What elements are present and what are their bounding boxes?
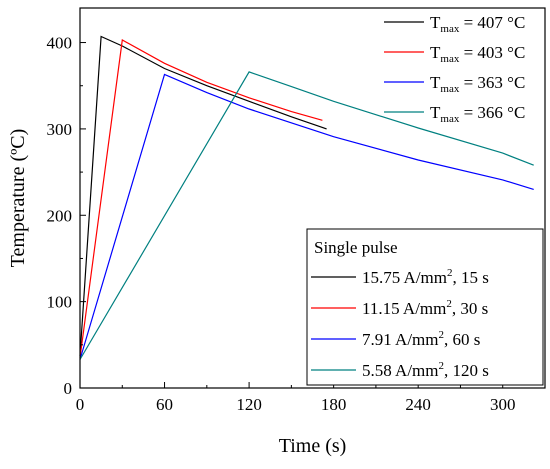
y-tick-label-4: 400 [47, 34, 73, 53]
legend-tmax: Tmax = 407 °C Tmax = 403 °C Tmax = 363 °C T… [384, 13, 525, 125]
series-line-3 [79, 71, 534, 360]
x-tick-label-2: 120 [236, 395, 262, 414]
y-tick-label-0: 0 [64, 379, 73, 398]
x-tick-label-3: 180 [321, 395, 347, 414]
plot-frame [79, 7, 546, 389]
pulse-legend-title: Single pulse [314, 238, 398, 257]
series-line-2 [79, 73, 534, 360]
y-axis-title: Temperature (ºC) [7, 129, 29, 268]
pulse-legend-label-2: 7.91 A/mm2, 60 s [362, 329, 480, 349]
pulse-legend-label-1: 11.15 A/mm2, 30 s [362, 298, 488, 318]
series-line-1 [79, 39, 323, 358]
pulse-legend-box [306, 228, 544, 386]
y-tick-label-3: 300 [47, 120, 73, 139]
pulse-legend-label-0: 15.75 A/mm2, 15 s [362, 267, 489, 287]
series-layer [79, 35, 534, 360]
y-tick-label-2: 200 [47, 206, 73, 225]
pulse-legend-label-3: 5.58 A/mm2, 120 s [362, 360, 489, 380]
x-tick-label-4: 240 [405, 395, 431, 414]
x-tick-label-0: 0 [76, 395, 85, 414]
tmax-legend-label-1: Tmax = 403 °C [430, 43, 525, 65]
legend-pulse: Single pulse 15.75 A/mm2, 15 s 11.15 A/mm2… [306, 228, 544, 386]
tmax-legend-label-2: Tmax = 363 °C [430, 73, 525, 95]
tmax-legend-label-0: Tmax = 407 °C [430, 13, 525, 35]
x-axis-title: Time (s) [279, 435, 347, 457]
series-line-0 [79, 35, 327, 357]
x-tick-label-5: 300 [490, 395, 516, 414]
y-tick-label-1: 100 [47, 293, 73, 312]
ticks-layer: 0 60 120 180 240 300 0 100 200 300 400 [47, 34, 516, 414]
x-tick-label-1: 60 [156, 395, 173, 414]
tmax-legend-label-3: Tmax = 366 °C [430, 103, 525, 125]
